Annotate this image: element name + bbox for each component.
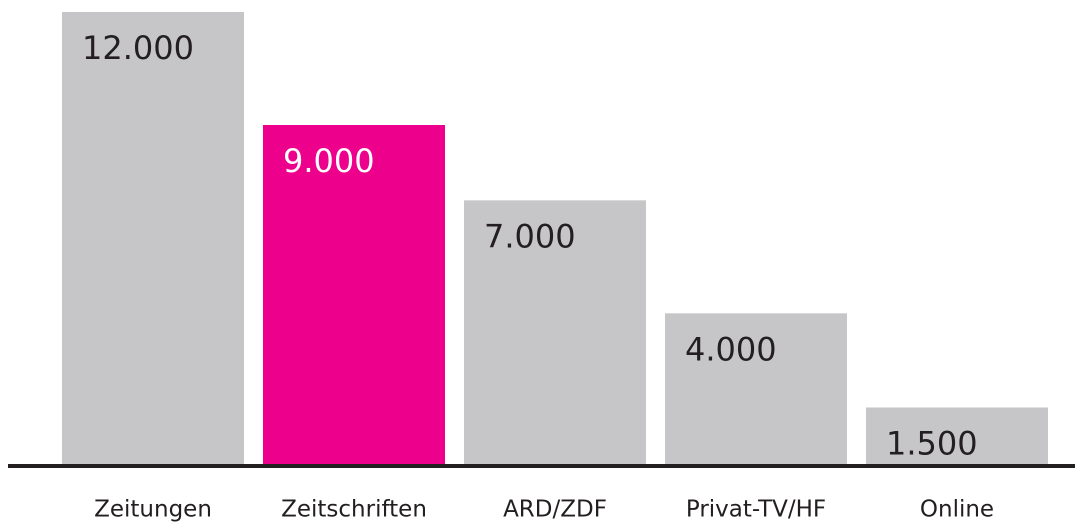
x-tick-label: Privat-TV/HF [686,497,826,523]
x-tick-label: Online [920,497,994,523]
bar [866,407,1048,464]
bar [263,125,445,464]
value-label: 7.000 [484,217,576,255]
bar [62,12,244,464]
value-label: 12.000 [82,29,194,67]
x-tick-label: Zeitschriften [281,497,427,523]
x-tick-label: ARD/ZDF [503,497,607,523]
bar [665,313,847,464]
value-label: 4.000 [685,330,777,368]
value-label: 1.500 [886,425,978,463]
bar [464,200,646,465]
x-tick-label: Zeitungen [94,497,212,523]
value-label: 9.000 [283,142,375,180]
